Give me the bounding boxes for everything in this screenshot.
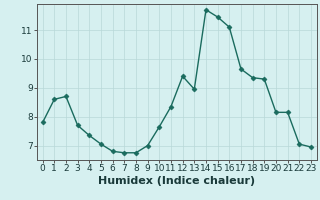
X-axis label: Humidex (Indice chaleur): Humidex (Indice chaleur) (98, 176, 255, 186)
